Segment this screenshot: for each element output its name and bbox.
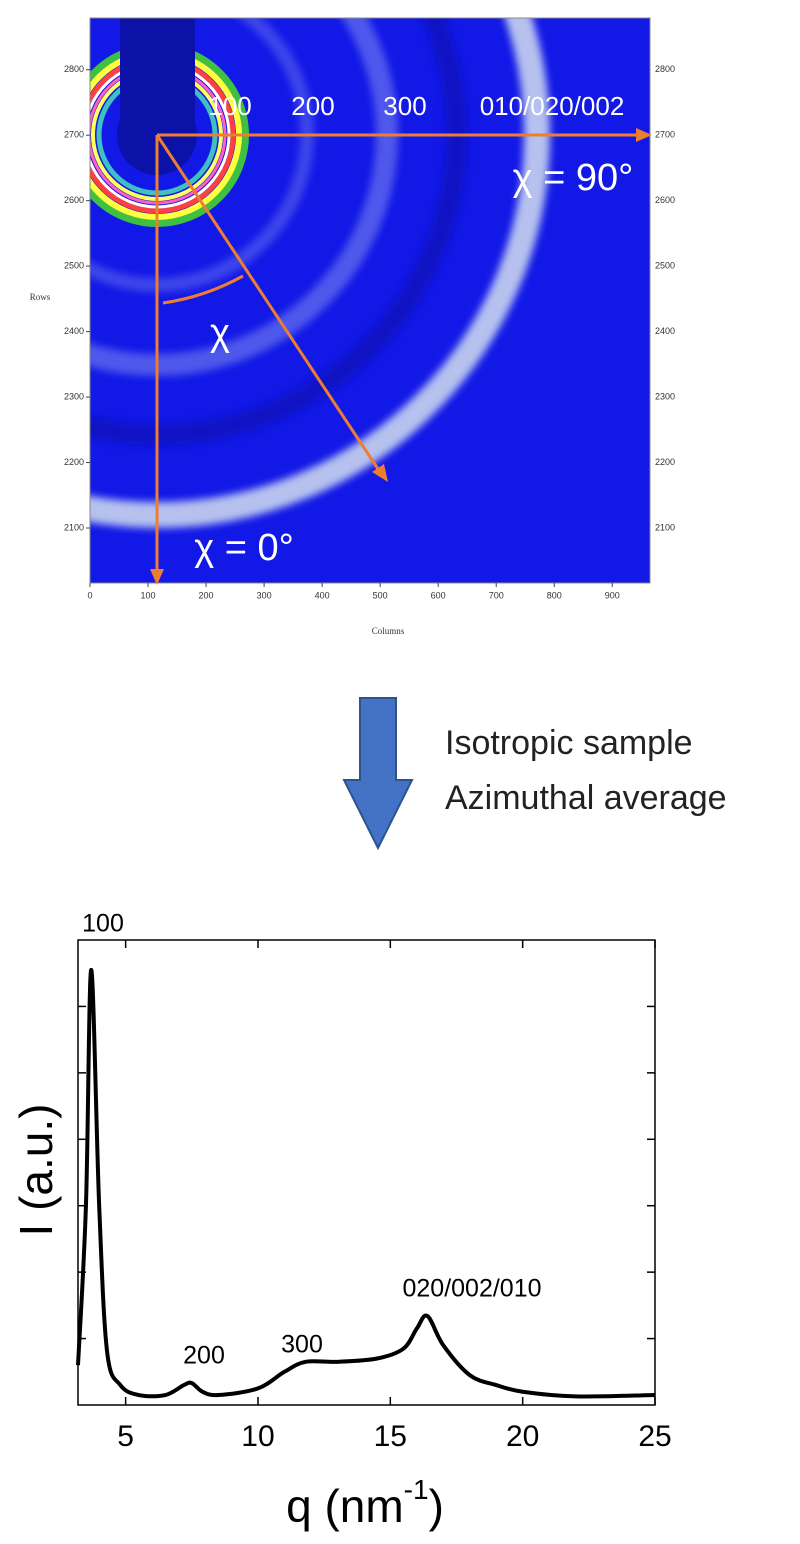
y-tick-label: 2200 [64, 457, 84, 467]
y-tick-label: 2600 [64, 195, 84, 205]
x-axis-label-part: q (nm [286, 1480, 404, 1532]
axis-arrow [155, 134, 382, 473]
annotation: 200 [291, 91, 334, 121]
x-tick-label: 0 [87, 590, 92, 600]
y-tick-label: 2500 [64, 261, 84, 271]
y-tick-label: 2800 [64, 64, 84, 74]
annotation: χ = 0° [194, 527, 294, 569]
y-tick-label-right: 2100 [655, 522, 675, 532]
peak-label: 020/002/010 [402, 1275, 541, 1303]
caption-line: Isotropic sample [445, 724, 693, 762]
chi-arc [162, 274, 244, 305]
y-tick-label: 2100 [64, 522, 84, 532]
x-tick-label: 15 [374, 1420, 407, 1453]
x-axis-label: Columns [372, 626, 405, 636]
x-tick-label: 25 [638, 1420, 671, 1453]
y-tick-label: 2700 [64, 130, 84, 140]
y-tick-label: 2400 [64, 326, 84, 336]
y-tick-label-right: 2600 [655, 195, 675, 205]
x-tick-label: 5 [117, 1420, 134, 1453]
x-tick-label: 900 [605, 590, 620, 600]
y-axis-label: Rows [30, 292, 51, 302]
x-tick-label: 700 [489, 590, 504, 600]
x-tick-label: 100 [141, 590, 156, 600]
peak-label: 100 [82, 910, 124, 938]
arrow-head [636, 128, 652, 142]
x-axis-label-part: -1 [404, 1474, 429, 1505]
x-axis-label: q (nm-1) [286, 1474, 444, 1532]
annotation: 010/020/002 [480, 91, 625, 121]
plot-frame [77, 939, 656, 1406]
caption-line: Azimuthal average [445, 779, 727, 817]
peak-label: 200 [183, 1342, 225, 1370]
x-axis-label-part: ) [429, 1480, 444, 1532]
y-tick-label-right: 2200 [655, 457, 675, 467]
data-line [76, 967, 656, 1399]
arrow-head [150, 569, 164, 585]
y-tick-label-right: 2800 [655, 64, 675, 74]
x-tick-label: 300 [257, 590, 272, 600]
annotation: 300 [383, 91, 426, 121]
beam-stop [120, 18, 195, 135]
x-tick-label: 200 [199, 590, 214, 600]
x-tick-label: 400 [315, 590, 330, 600]
detector-image [90, 18, 650, 583]
x-tick-label: 10 [241, 1420, 274, 1453]
annotation: 100 [208, 91, 251, 121]
x-tick-label: 800 [547, 590, 562, 600]
y-axis-label: I (a.u.) [10, 1104, 62, 1237]
annotation: χ = 90° [513, 157, 634, 199]
annotation: χ [210, 312, 230, 354]
y-tick-label-right: 2700 [655, 130, 675, 140]
y-tick-label: 2300 [64, 391, 84, 401]
frame [89, 17, 651, 584]
y-tick-label-right: 2500 [655, 261, 675, 271]
peak-label: 300 [281, 1331, 323, 1359]
y-tick-label-right: 2400 [655, 326, 675, 336]
x-tick-label: 20 [506, 1420, 539, 1453]
x-tick-label: 600 [431, 590, 446, 600]
y-tick-label-right: 2300 [655, 391, 675, 401]
x-tick-label: 500 [373, 590, 388, 600]
down-arrow [342, 697, 414, 851]
arrow-head [372, 464, 388, 482]
